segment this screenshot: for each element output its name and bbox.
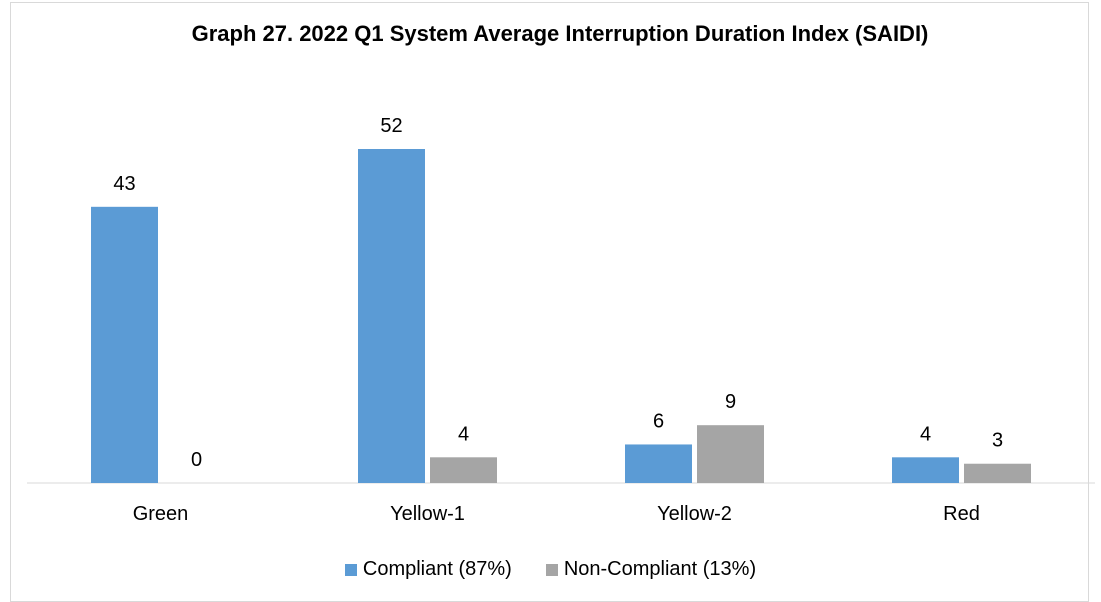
data-label: 3 <box>992 430 1003 452</box>
legend-swatch <box>545 563 558 576</box>
legend-entry: Non-Compliant (13%) <box>545 558 757 581</box>
bar <box>697 425 764 483</box>
x-tick-label: Green <box>133 503 189 525</box>
data-label: 0 <box>191 449 202 471</box>
bar <box>91 206 158 484</box>
legend-label: Compliant (87%) <box>362 558 512 580</box>
data-label: 43 <box>113 173 135 195</box>
data-label: 4 <box>920 423 931 445</box>
data-label: 9 <box>725 391 736 413</box>
legend-label: Non-Compliant (13%) <box>563 558 757 580</box>
data-label: 52 <box>380 115 402 137</box>
bar <box>892 457 959 483</box>
x-tick-label: Red <box>943 503 980 525</box>
bar <box>430 457 497 483</box>
x-tick-label: Yellow-2 <box>657 503 732 525</box>
x-tick-label: Yellow-1 <box>390 503 465 525</box>
data-label: 6 <box>653 410 664 432</box>
data-label: 4 <box>458 423 469 445</box>
chart-title: Graph 27. 2022 Q1 System Average Interru… <box>191 21 929 46</box>
bar <box>358 149 425 483</box>
legend-swatch <box>344 563 357 576</box>
bar <box>964 463 1031 483</box>
bar <box>625 444 692 483</box>
legend: Compliant (87%) Non-Compliant (13%) <box>0 558 1101 581</box>
legend-entry: Compliant (87%) <box>344 558 512 581</box>
